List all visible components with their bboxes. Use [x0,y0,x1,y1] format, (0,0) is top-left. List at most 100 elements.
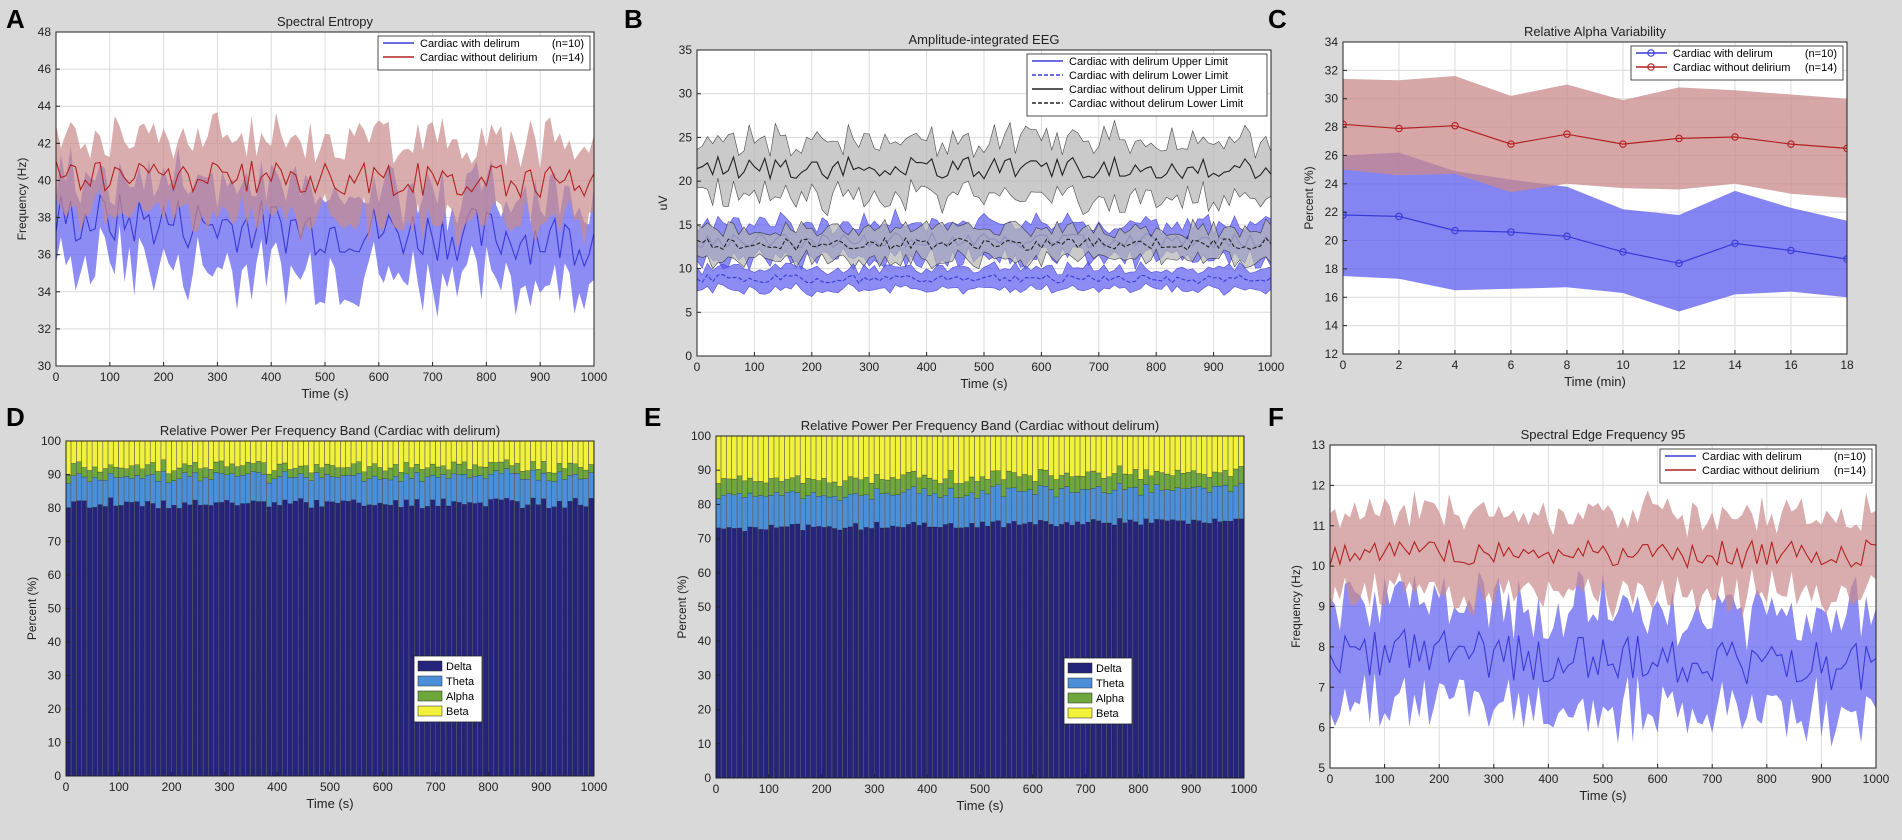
bar-delta [1101,522,1107,778]
x-tick-label: 900 [1811,772,1831,786]
bar-beta [1228,436,1234,477]
bar-theta [282,471,288,501]
bar-beta [583,441,589,471]
legend-n: (n=14) [552,52,584,64]
x-tick-label: 700 [1702,772,1722,786]
y-tick-label: 20 [698,703,712,717]
bar-delta [451,501,457,776]
series-band [697,261,1271,297]
legend-label: Cardiac with delirum [420,38,520,50]
bar-beta [1159,436,1165,473]
bar-beta [192,441,198,463]
bar-theta [1185,488,1191,525]
bar-theta [1022,491,1028,524]
bar-theta [969,492,975,524]
bar-alpha [182,463,188,473]
x-tick-label: 800 [476,370,496,384]
bar-alpha [1175,469,1181,488]
bar-alpha [393,464,399,477]
bar-beta [768,436,774,479]
legend-label: Delta [446,661,473,673]
bar-beta [467,441,473,470]
bar-theta [345,475,351,502]
bar-beta [879,436,885,480]
x-tick-label: 700 [423,370,443,384]
bar-alpha [1238,466,1244,484]
bar-alpha [1101,478,1107,493]
data-point [1619,140,1627,148]
bar-theta [435,477,441,507]
bar-beta [572,441,578,464]
bar-alpha [832,481,838,497]
bar-delta [853,523,859,778]
series-band-edge [697,248,1271,270]
y-tick-label: 70 [48,535,62,549]
x-tick-label: 300 [207,370,227,384]
bar-delta [461,504,467,776]
bar-delta [102,506,108,776]
bar-delta [1069,524,1075,778]
bar-beta [784,436,790,480]
bar-delta [197,505,203,776]
bar-beta [182,441,188,464]
bar-beta [488,441,494,463]
bar-beta [900,436,906,475]
data-point [1843,255,1847,263]
bar-delta [964,527,970,778]
panel-a: A 0 100 200 300 400 500 600 700 800 900 1000 30 32 34 3… [6,4,608,401]
plot-marks [1330,490,1876,747]
bar-alpha [382,470,388,479]
bar-delta [805,524,811,778]
bar-beta [530,441,536,462]
bar-alpha [995,470,1001,485]
bar-theta [1032,494,1038,525]
bar-alpha [409,467,415,479]
bar-delta [456,502,462,776]
bar-beta [995,436,1001,471]
bar-delta [1117,518,1123,778]
bar-theta [842,496,848,529]
bar-theta [1006,487,1012,524]
bar-delta [372,505,378,776]
bar-alpha [1154,471,1160,485]
bar-alpha [123,468,130,477]
bar-delta [942,524,949,778]
bar-beta [1111,436,1117,474]
bar-alpha [277,463,283,477]
bar-alpha [86,470,93,483]
bar-delta [937,527,943,778]
bar-theta [314,472,320,501]
bar-alpha [81,467,87,478]
bar-theta [1132,486,1139,522]
bar-alpha [979,476,985,491]
y-tick-label: 80 [698,497,712,511]
bar-beta [810,436,817,480]
bar-beta [964,436,970,482]
x-tick-label: 14 [1728,358,1742,372]
bar-theta [134,475,140,502]
bar-delta [979,521,985,778]
bar-delta [879,527,885,778]
x-tick-label: 1000 [1231,782,1258,796]
bar-beta [403,441,409,463]
bar-alpha [467,469,473,479]
x-tick-label: 0 [713,782,720,796]
bar-delta [271,502,277,776]
bar-theta [1127,487,1133,521]
plot-marks [697,119,1271,297]
y-tick-label: 34 [1325,35,1339,49]
bar-theta [350,475,357,500]
x-tick-label: 0 [53,370,60,384]
bar-beta [895,436,901,480]
bar-beta [1164,436,1170,475]
bar-theta [340,475,346,501]
bar-beta [1053,436,1059,480]
bar-theta [779,495,785,527]
bar-alpha [546,472,552,481]
bar-delta [773,527,780,778]
bar-theta [567,475,573,502]
bar-alpha [240,465,246,476]
bar-theta [773,492,780,528]
bar-delta [1180,520,1186,778]
bar-beta [361,441,367,473]
